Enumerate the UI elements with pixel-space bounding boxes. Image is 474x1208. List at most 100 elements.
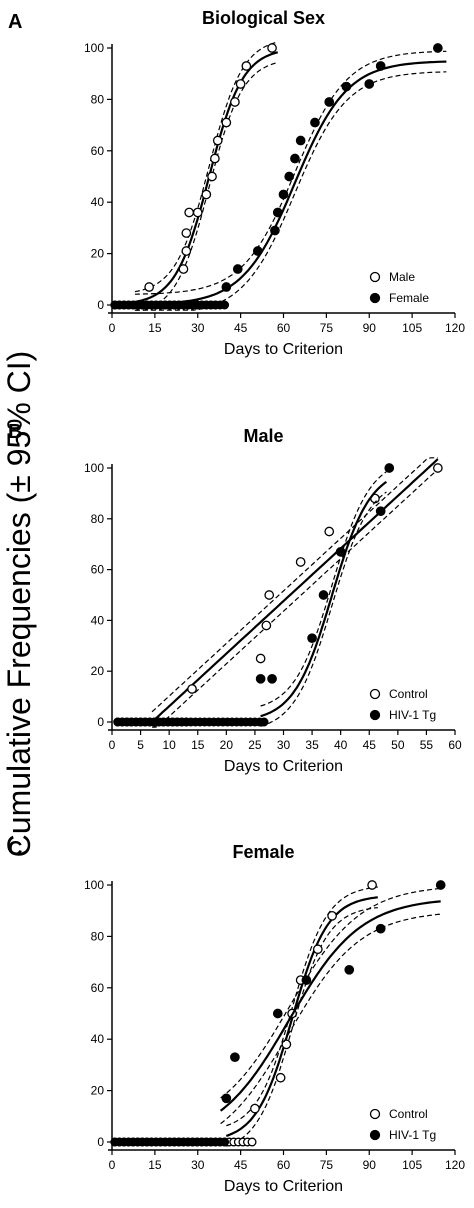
data-point: [341, 81, 352, 92]
y-tick-label: 40: [91, 195, 105, 209]
ci-band: [226, 907, 378, 1147]
data-point: [301, 975, 312, 985]
data-point: [178, 264, 189, 274]
x-tick-label: 30: [191, 321, 205, 335]
shared-y-axis-label: Cumulative Frequencies (± 95% CI): [1, 351, 37, 858]
x-axis-label: Days to Criterion: [224, 341, 343, 358]
data-point: [230, 1052, 240, 1063]
y-tick-label: 80: [91, 929, 105, 943]
data-point: [241, 61, 252, 71]
ci-band: [220, 887, 441, 1099]
data-point: [327, 910, 337, 921]
y-tick-label: 80: [91, 92, 105, 106]
x-tick-label: 45: [234, 1158, 248, 1172]
data-point: [187, 684, 197, 694]
x-tick-label: 15: [191, 738, 205, 752]
y-tick-label: 100: [84, 461, 104, 475]
chart-panel-b: B Male 0 20 40 60 80 100 0 5 10 15 20 25 30 35 40 45 50 55 6…: [8, 421, 462, 775]
x-tick-label: 0: [109, 321, 116, 335]
x-tick-label: 30: [277, 738, 291, 752]
panel-letter: A: [8, 11, 22, 33]
x-tick-label: 60: [277, 321, 291, 335]
data-point: [432, 43, 443, 53]
data-point: [375, 61, 386, 71]
panel-letter: B: [8, 421, 22, 443]
data-point: [235, 79, 246, 89]
data-point: [275, 1072, 286, 1083]
data-point: [221, 117, 232, 128]
legend-label: Control: [389, 687, 428, 701]
y-tick-label: 60: [91, 981, 105, 995]
legend-label: Female: [389, 291, 429, 305]
x-tick-label: 30: [191, 1158, 205, 1172]
chart-title: Female: [232, 842, 294, 862]
data-point: [264, 590, 275, 600]
data-point: [212, 135, 223, 146]
ci-band: [152, 468, 439, 728]
data-point: [267, 43, 277, 53]
legend-marker: [369, 271, 381, 283]
y-tick-label: 60: [91, 144, 105, 158]
chart-panel-a: A Biological Sex 0 20 40 60 80 100 0 15 30 45 60 75 90…: [8, 8, 465, 358]
data-point-zero: [220, 300, 230, 310]
data-point: [221, 1093, 232, 1104]
x-tick-label: 120: [445, 1158, 465, 1172]
fit-curve: [151, 458, 439, 723]
ci-band: [220, 913, 441, 1125]
x-tick-label: 120: [445, 321, 465, 335]
data-point: [384, 463, 395, 473]
data-point: [270, 225, 280, 236]
x-tick-label: 10: [162, 738, 176, 752]
x-tick-label: 60: [448, 738, 462, 752]
legend-label: Male: [389, 270, 415, 284]
data-point: [312, 944, 323, 955]
data-point: [255, 653, 266, 664]
chart-panel-c: C Female 0 20 40 60 80 100 0 15 30 45 60 75 90 105 120 Da…: [8, 838, 465, 1195]
x-tick-label: 20: [220, 738, 234, 752]
legend-label: Control: [389, 1107, 428, 1121]
x-tick-label: 15: [148, 1158, 162, 1172]
data-point: [272, 207, 283, 218]
data-point: [221, 282, 232, 292]
panel-letter: C: [8, 838, 22, 860]
y-tick-label: 0: [97, 298, 104, 312]
ci-band: [134, 41, 278, 293]
data-point: [318, 590, 329, 600]
data-point: [335, 546, 346, 557]
x-tick-label: 55: [420, 738, 434, 752]
x-axis-label: Days to Criterion: [224, 1178, 343, 1195]
data-point: [278, 189, 289, 200]
data-point: [295, 135, 306, 146]
data-point: [255, 673, 266, 684]
series-female: [110, 43, 447, 311]
data-point: [295, 557, 306, 567]
chart-title: Biological Sex: [202, 8, 325, 28]
x-tick-label: 40: [334, 738, 348, 752]
x-tick-label: 15: [148, 321, 162, 335]
series-male: [110, 41, 279, 311]
legend-label: HIV-1 Tg: [389, 708, 436, 722]
legend-label: HIV-1 Tg: [389, 1128, 436, 1142]
data-point: [310, 117, 320, 128]
data-point: [181, 246, 192, 256]
data-point: [144, 282, 155, 292]
legend-marker: [369, 292, 381, 304]
data-point: [192, 207, 203, 218]
series-control: [110, 880, 378, 1147]
x-tick-label: 0: [109, 1158, 116, 1172]
y-tick-label: 20: [91, 247, 105, 261]
data-point: [184, 207, 195, 218]
x-tick-label: 105: [402, 1158, 422, 1172]
fit-curve: [225, 896, 378, 1137]
data-point: [230, 97, 240, 107]
y-tick-label: 80: [91, 512, 105, 526]
ci-band: [260, 471, 387, 707]
fit-curve: [134, 51, 279, 303]
x-axis-label: Days to Criterion: [224, 758, 343, 775]
series-hiv-1-tg: [110, 880, 446, 1147]
y-tick-label: 20: [91, 1084, 105, 1098]
y-tick-label: 20: [91, 664, 105, 678]
x-tick-label: 90: [363, 1158, 377, 1172]
y-tick-label: 0: [97, 1135, 104, 1149]
data-point: [364, 79, 375, 89]
